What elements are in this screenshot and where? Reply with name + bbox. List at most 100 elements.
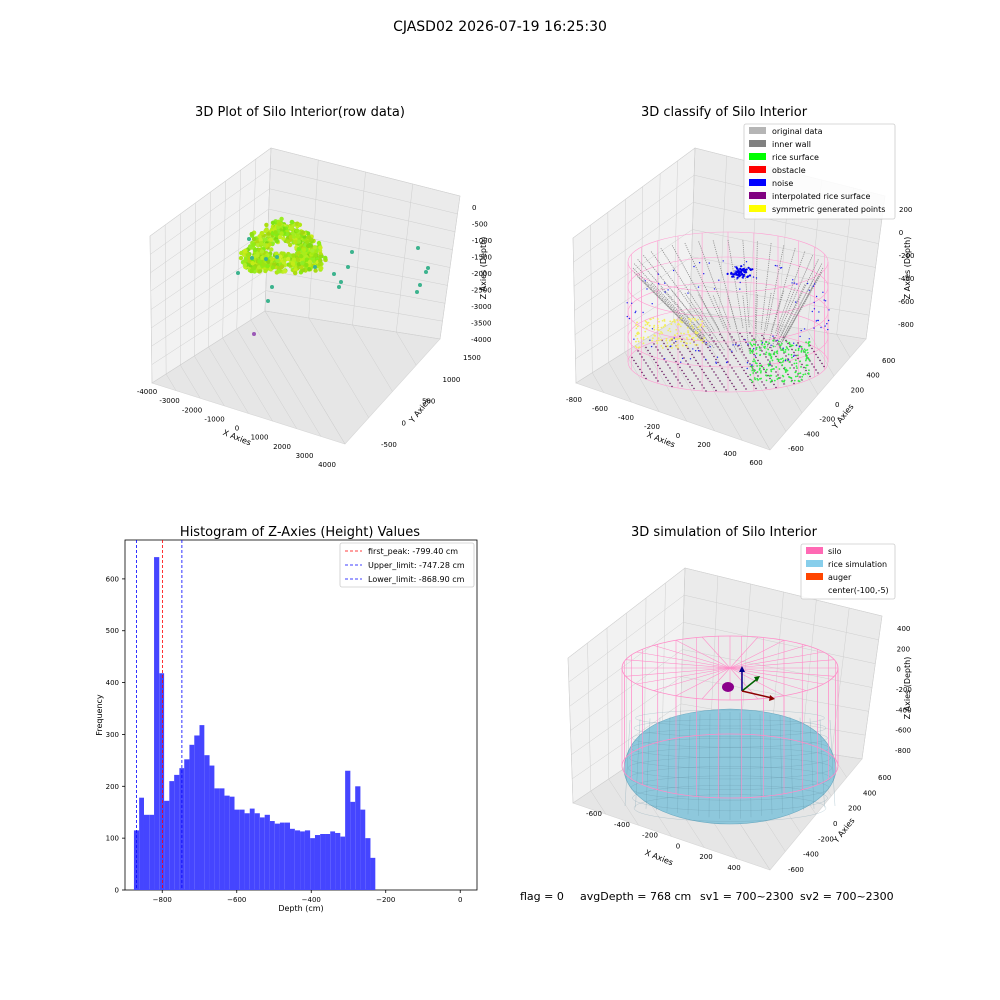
noise-point [811, 310, 813, 313]
floor-point [693, 341, 695, 343]
rice-point [779, 347, 782, 350]
tick-label: -3000 [159, 397, 179, 405]
floor-point [745, 341, 747, 344]
floor-point [713, 355, 715, 358]
floor-point [653, 358, 655, 361]
floor-point [645, 377, 647, 380]
raw-y-axis-label: Y Axies [407, 396, 433, 425]
rice-point [758, 346, 761, 348]
tick-label: -1000 [472, 237, 492, 245]
noise-point [740, 269, 743, 272]
noise-point [808, 338, 810, 340]
noise-point [731, 350, 733, 352]
histogram-bar [290, 828, 295, 890]
legend-label: Upper_limit: -747.28 cm [368, 561, 465, 570]
tick-label: -2500 [471, 287, 491, 295]
histogram-bar [239, 809, 245, 890]
rice-point [771, 359, 774, 362]
data-point [424, 270, 428, 274]
rice-point [751, 339, 754, 342]
floor-point [655, 377, 657, 379]
noise-point [697, 286, 700, 288]
floor-point [655, 346, 657, 348]
symmetric-point [665, 339, 668, 342]
symmetric-point [647, 336, 650, 339]
rice-point [795, 362, 798, 365]
floor-point [697, 362, 699, 365]
symmetric-point [635, 327, 638, 330]
floor-point [691, 353, 693, 356]
floor-point [809, 375, 811, 378]
data-point [289, 225, 294, 231]
data-point [279, 216, 284, 222]
rice-point [787, 353, 790, 356]
noise-point [664, 282, 666, 284]
symmetric-point [658, 320, 660, 323]
floor-point [811, 347, 813, 350]
tick-label: 400 [866, 372, 879, 380]
tick-label: -400 [804, 430, 820, 438]
floor-point [705, 390, 707, 392]
tick-label: 0 [899, 229, 903, 237]
floor-point [725, 358, 727, 360]
floor-point [649, 352, 651, 355]
symmetric-point [702, 325, 705, 328]
noise-point [739, 288, 741, 290]
floor-point [699, 350, 701, 352]
noise-point [823, 299, 825, 301]
noise-point [715, 362, 717, 364]
rice-point [757, 379, 759, 381]
noise-point [803, 328, 806, 330]
rice-point [769, 354, 772, 357]
legend-label: rice surface [772, 153, 819, 162]
raw-point-cloud [236, 216, 430, 336]
noise-point [744, 269, 747, 272]
histogram-bar [139, 797, 144, 890]
symmetric-point [676, 338, 679, 341]
symmetric-point [687, 330, 689, 332]
histogram-bar [174, 774, 180, 890]
noise-point [755, 277, 758, 279]
symmetric-point [685, 336, 688, 339]
sim-silo-wireframe-front [621, 668, 839, 799]
classify-z-tick-labels: 200 0 -200 -400 -600 -800 [898, 206, 914, 329]
symmetric-point [678, 323, 681, 326]
floor-point [699, 381, 701, 383]
rice-point [789, 343, 791, 346]
symmetric-point [686, 342, 688, 345]
rice-point [783, 366, 786, 369]
panel-classify-3d: 3D classify of Silo Interior -800-600-40… [566, 105, 914, 467]
floor-point [651, 355, 653, 358]
rice-point [808, 369, 810, 372]
data-point [269, 247, 274, 252]
floor-point [669, 382, 671, 385]
symmetric-point [660, 326, 663, 329]
rice-point [797, 372, 800, 375]
rice-point [762, 367, 765, 369]
gridline [149, 147, 461, 237]
floor-point [715, 374, 717, 376]
noise-point [799, 335, 801, 338]
data-point [245, 252, 251, 258]
floor-point [767, 359, 769, 361]
rice-point [788, 341, 791, 344]
inner-wall-line [766, 290, 785, 350]
legend-label: center(-100,-5) [828, 586, 889, 595]
floor-point [633, 359, 635, 362]
symmetric-point [656, 342, 659, 344]
floor-point [661, 355, 663, 357]
floor-point [721, 367, 723, 370]
data-point [264, 257, 268, 261]
floor-point [749, 378, 751, 381]
floor-point [645, 346, 647, 349]
floor-point [737, 345, 739, 347]
symmetric-point [689, 335, 692, 338]
y-tick-label: 0 [115, 887, 119, 895]
inner-wall-line [760, 292, 772, 351]
data-point [300, 230, 306, 235]
noise-point [793, 282, 796, 284]
histogram-bar [365, 838, 371, 890]
rice-point [797, 347, 800, 350]
legend-swatch [806, 573, 823, 580]
inner-wall-line [637, 259, 706, 337]
